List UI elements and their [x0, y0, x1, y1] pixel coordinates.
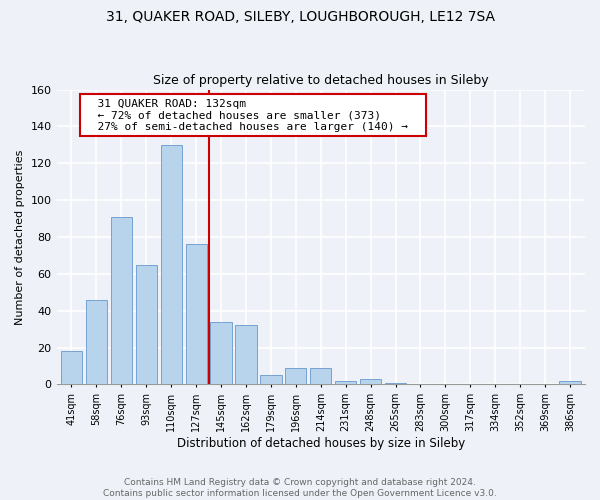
Bar [260, 375, 281, 384]
Bar [360, 379, 381, 384]
Bar [86, 300, 107, 384]
Text: Contains HM Land Registry data © Crown copyright and database right 2024.
Contai: Contains HM Land Registry data © Crown c… [103, 478, 497, 498]
Bar [211, 322, 232, 384]
Y-axis label: Number of detached properties: Number of detached properties [15, 150, 25, 324]
Bar [559, 380, 581, 384]
Bar [61, 352, 82, 384]
Bar [310, 368, 331, 384]
X-axis label: Distribution of detached houses by size in Sileby: Distribution of detached houses by size … [176, 437, 465, 450]
Bar [285, 368, 307, 384]
Bar [111, 216, 132, 384]
Text: 31, QUAKER ROAD, SILEBY, LOUGHBOROUGH, LE12 7SA: 31, QUAKER ROAD, SILEBY, LOUGHBOROUGH, L… [106, 10, 494, 24]
Bar [235, 326, 257, 384]
Bar [385, 382, 406, 384]
Bar [136, 264, 157, 384]
Bar [185, 244, 207, 384]
Bar [335, 380, 356, 384]
Text: 31 QUAKER ROAD: 132sqm
  ← 72% of detached houses are smaller (373)
  27% of sem: 31 QUAKER ROAD: 132sqm ← 72% of detached… [84, 99, 421, 132]
Title: Size of property relative to detached houses in Sileby: Size of property relative to detached ho… [153, 74, 488, 87]
Bar [161, 145, 182, 384]
